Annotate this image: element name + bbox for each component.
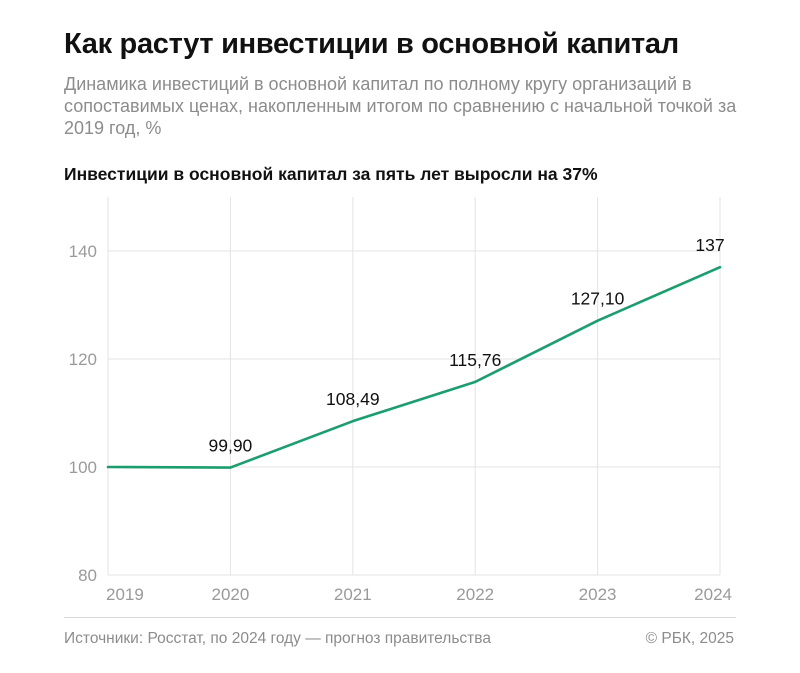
y-tick-label: 140 xyxy=(69,242,97,261)
x-tick-label: 2024 xyxy=(694,585,732,604)
y-tick-label: 120 xyxy=(69,350,97,369)
x-tick-label: 2021 xyxy=(334,585,372,604)
footer-divider xyxy=(64,617,736,618)
x-tick-label: 2020 xyxy=(211,585,249,604)
x-tick-label: 2019 xyxy=(106,585,144,604)
source-note: Источники: Росстат, по 2024 году — прогн… xyxy=(64,630,491,647)
y-tick-label: 100 xyxy=(69,458,97,477)
y-tick-label: 80 xyxy=(78,566,97,585)
x-tick-label: 2022 xyxy=(456,585,494,604)
data-label: 127,10 xyxy=(571,289,625,309)
chart-title: Как растут инвестиции в основной капитал xyxy=(64,28,679,60)
copyright: © РБК, 2025 xyxy=(645,630,734,647)
x-tick-label: 2023 xyxy=(579,585,617,604)
data-label: 108,49 xyxy=(326,389,380,409)
chart-heading: Инвестиции в основной капитал за пять ле… xyxy=(64,164,598,184)
data-label: 99,90 xyxy=(209,436,253,456)
data-label: 137 xyxy=(695,235,724,255)
chart-subtitle: Динамика инвестиций в основной капитал п… xyxy=(64,74,737,138)
series-line xyxy=(106,265,722,469)
data-label: 115,76 xyxy=(449,350,501,370)
